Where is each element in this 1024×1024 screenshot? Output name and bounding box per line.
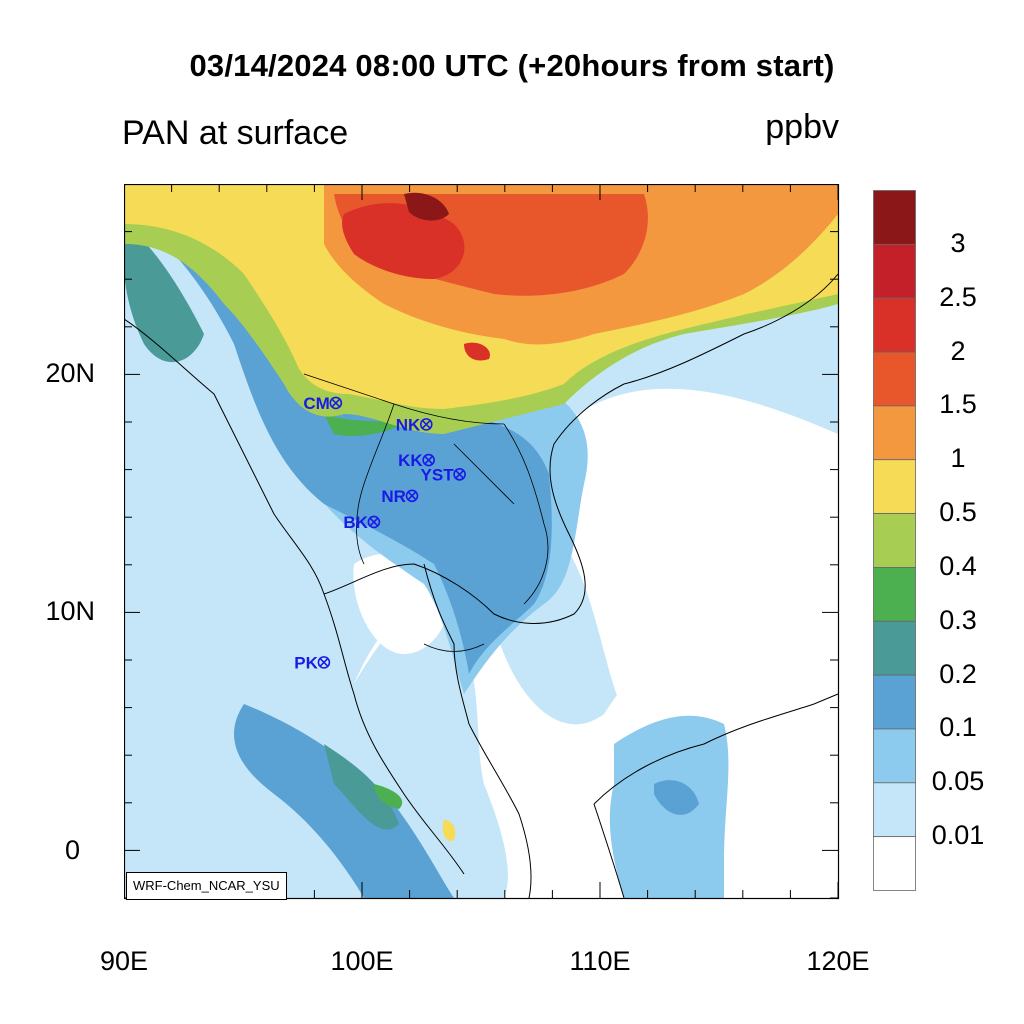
station-cross-icon (455, 469, 464, 479)
station-cross-icon (369, 517, 379, 527)
x-tick-100e: 100E (330, 946, 394, 976)
country-borders (303, 373, 549, 652)
station-marker-icon (329, 396, 343, 410)
station-nk: NK (396, 415, 433, 434)
station-cross-icon (424, 455, 434, 465)
colorbar-label: 3 (950, 227, 966, 258)
station-label: PK (294, 653, 318, 672)
y-tick-20n: 20N (45, 358, 95, 388)
model-credit: WRF-Chem_NCAR_YSU (126, 872, 287, 900)
station-nr: NR (381, 487, 419, 506)
x-tick-120e: 120E (806, 946, 870, 976)
pan-concentration-field (124, 184, 838, 898)
colorbar-label: 0.1 (939, 712, 977, 743)
colorbar-label: 0.05 (931, 766, 985, 797)
station-marker-icon (419, 418, 433, 431)
colorbar-swatch (873, 459, 916, 514)
coastlines (124, 273, 839, 899)
station-label: NK (396, 415, 421, 434)
colorbar-swatch (873, 513, 916, 568)
x-tick-90e: 90E (99, 946, 149, 976)
station-label: BK (343, 513, 368, 532)
station-cross-icon (319, 658, 329, 667)
colorbar-swatch (873, 243, 916, 299)
variable-label: PAN at surface (122, 114, 349, 152)
colorbar-label: 1.5 (939, 389, 977, 420)
station-label: YST (421, 465, 455, 484)
station-label: NR (381, 487, 406, 506)
colorbar-label: 0.5 (939, 497, 977, 528)
station-cm: CM (303, 394, 343, 413)
colorbar-swatch (873, 297, 916, 353)
station-label: KK (398, 451, 423, 470)
station-marker-icon (453, 468, 466, 481)
colorbar-swatch (873, 728, 916, 784)
station-marker-icon (317, 656, 331, 669)
station-label: CM (303, 394, 329, 413)
station-marker-icon (367, 515, 381, 529)
station-cross-icon (331, 398, 341, 408)
colorbar-swatch (873, 351, 916, 407)
y-tick-10n: 10N (45, 596, 95, 626)
station-marker-icon (405, 489, 419, 503)
station-kk: KK (398, 451, 435, 470)
axis-ticks (124, 184, 839, 899)
units-label: ppbv (765, 108, 839, 146)
colorbar (873, 190, 916, 891)
map-border (124, 184, 840, 900)
station-cross-icon (421, 420, 431, 429)
colorbar-swatch (873, 190, 916, 245)
colorbar-swatch (873, 620, 916, 676)
colorbar-swatch (873, 836, 916, 891)
map-title: 03/14/2024 08:00 UTC (+20hours from star… (189, 48, 835, 83)
colorbar-label: 0.4 (939, 550, 977, 581)
station-yst: YST (421, 465, 466, 484)
station-marker-icon (422, 453, 435, 467)
colorbar-label: 0.01 (931, 820, 985, 851)
colorbar-swatch (873, 674, 916, 730)
colorbar-label: 1 (950, 443, 966, 474)
colorbar-label: 0.2 (939, 658, 977, 689)
colorbar-swatch (873, 405, 916, 461)
station-cross-icon (407, 491, 417, 501)
colorbar-label: 0.3 (939, 604, 977, 635)
station-pk: PK (294, 653, 331, 672)
y-tick-0: 0 (64, 835, 80, 865)
colorbar-swatch (873, 567, 916, 622)
colorbar-label: 2.5 (939, 281, 977, 312)
station-bk: BK (343, 513, 381, 532)
colorbar-label: 2 (950, 335, 966, 366)
x-tick-110e: 110E (569, 946, 631, 976)
colorbar-swatch (873, 782, 916, 838)
